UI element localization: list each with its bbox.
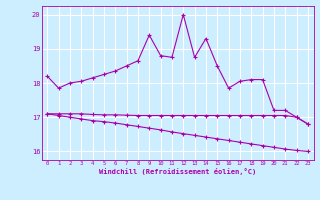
X-axis label: Windchill (Refroidissement éolien,°C): Windchill (Refroidissement éolien,°C): [99, 168, 256, 175]
